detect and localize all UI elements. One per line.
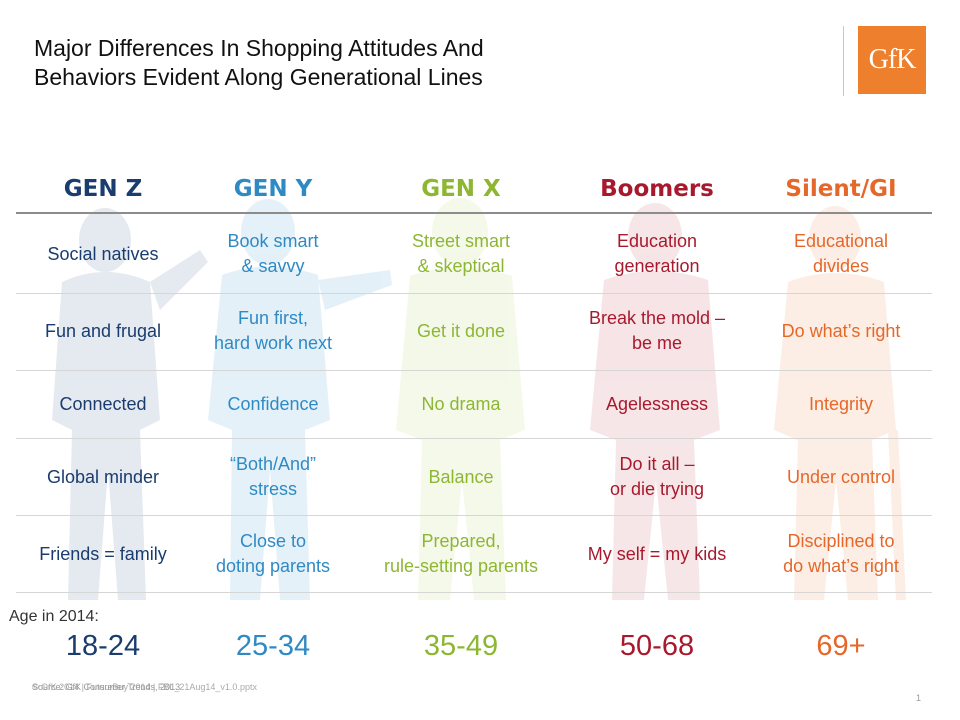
trait-cell: Street smart & skeptical	[411, 231, 511, 276]
footer-source: Source: GfK Consumer Trends, 2013	[32, 682, 181, 692]
trait-cell: My self = my kids	[587, 543, 727, 564]
row-divider	[16, 515, 932, 516]
gfk-logo: GfK	[858, 26, 926, 94]
trait-cell: Break the mold – be me	[588, 308, 726, 353]
trait-cell: “Both/And” stress	[229, 454, 317, 499]
page-number: 1	[916, 693, 922, 703]
trait-cell: Agelessness	[605, 393, 709, 414]
row-divider	[16, 370, 932, 371]
row-divider	[16, 438, 932, 439]
trait-cell: Fun first, hard work next	[213, 308, 333, 353]
age-range-2: 35-49	[423, 630, 499, 662]
slide-title: Major Differences In Shopping Attitudes …	[34, 34, 794, 92]
trait-cell: Connected	[59, 393, 147, 414]
trait-cell: Do it all – or die trying	[609, 454, 705, 499]
trait-cell: Educational divides	[793, 231, 889, 276]
age-range-0: 18-24	[65, 630, 141, 662]
age-range-4: 69+	[816, 630, 866, 662]
trait-cell: Do what’s right	[781, 320, 901, 341]
generation-header-row: GEN Z GEN Y GEN X Boomers Silent/GI	[16, 170, 932, 212]
trait-cell: Book smart & savvy	[227, 231, 319, 276]
trait-cell: Close to doting parents	[215, 531, 331, 576]
age-range-3: 50-68	[619, 630, 695, 662]
trait-cell: Balance	[428, 466, 494, 487]
trait-cell: Confidence	[227, 393, 319, 414]
footer-file: © GfK 2014 | FutureBuy 2014 | FBL_21Aug1…	[32, 682, 257, 692]
trait-cell: Friends = family	[39, 543, 167, 564]
title-line-2: Behaviors Evident Along Generational Lin…	[34, 64, 483, 90]
header-rule	[16, 212, 932, 214]
row-divider	[16, 293, 932, 294]
age-label: Age in 2014:	[9, 608, 99, 625]
gen-header-4: Silent/GI	[785, 176, 897, 202]
trait-cell: Social natives	[47, 243, 159, 264]
trait-cell: Disciplined to do what’s right	[783, 531, 899, 576]
gen-header-2: GEN X	[421, 176, 501, 202]
trait-cell: Education generation	[614, 231, 700, 276]
age-range-1: 25-34	[235, 630, 311, 662]
logo-divider	[843, 26, 844, 96]
gen-header-0: GEN Z	[63, 176, 143, 202]
trait-cell: Under control	[786, 466, 896, 487]
gen-header-3: Boomers	[600, 176, 714, 202]
gen-header-1: GEN Y	[233, 176, 313, 202]
trait-cell: Fun and frugal	[44, 320, 162, 341]
title-line-1: Major Differences In Shopping Attitudes …	[34, 35, 484, 61]
row-divider	[16, 592, 932, 593]
trait-cell: Get it done	[416, 320, 506, 341]
trait-cell: No drama	[421, 393, 501, 414]
trait-cell: Prepared, rule-setting parents	[383, 531, 539, 576]
trait-cell: Integrity	[808, 393, 874, 414]
gfk-logo-text: GfK	[868, 44, 917, 75]
trait-cell: Global minder	[46, 466, 160, 487]
